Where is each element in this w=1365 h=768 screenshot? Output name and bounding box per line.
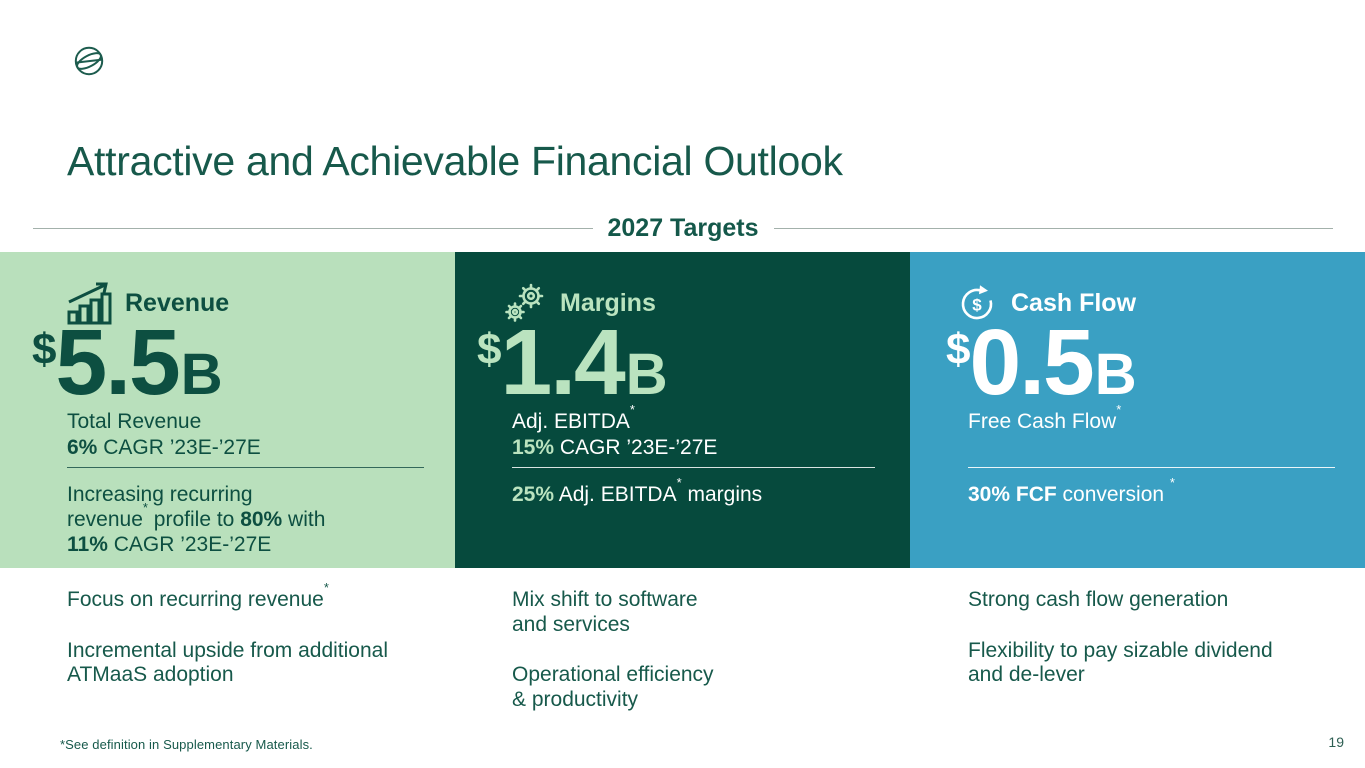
revenue-big-number: $5.5B <box>32 316 223 409</box>
bullet-mix-shift: Mix shift to software and services <box>512 588 698 636</box>
revenue-detail: Increasing recurring revenue* profile to… <box>67 482 325 557</box>
bullet-operational-efficiency: Operational efficiency & productivity <box>512 663 714 711</box>
bullet-incremental-upside: Incremental upside from additional ATMaa… <box>67 638 389 687</box>
panel-revenue-label: Revenue <box>125 288 230 317</box>
currency-sign: $ <box>477 325 502 374</box>
revenue-detail-line1: Increasing recurring <box>67 483 253 506</box>
panel-margins: Margins $1.4B Adj. EBITDA* 15% CAGR ’23E… <box>455 252 910 568</box>
margins-big-number: $1.4B <box>477 316 668 409</box>
cash-flow-detail: 30% FCF conversion * <box>968 475 1175 506</box>
big-unit: B <box>180 342 223 407</box>
heading-rule-right <box>773 227 1334 229</box>
currency-sign: $ <box>946 325 971 374</box>
revenue-detail-line2: revenue* profile to 80% with <box>67 500 326 531</box>
panel-cash-flow: $ Cash Flow $0.5B Free Cash Flow* 30% FC… <box>910 252 1365 568</box>
page-number: 19 <box>1328 734 1344 750</box>
asterisk: * <box>1116 402 1122 418</box>
globe-logo-icon <box>74 46 104 76</box>
cash-flow-subtext: Free Cash Flow* <box>968 402 1122 435</box>
cash-flow-sub-line1: Free Cash Flow* <box>968 402 1122 433</box>
section-heading: 2027 Targets <box>607 213 759 242</box>
bullet-strong-cash-flow: Strong cash flow generation <box>968 588 1229 611</box>
svg-text:$: $ <box>972 296 982 315</box>
footnote: *See definition in Supplementary Materia… <box>60 737 313 752</box>
panel-margins-label: Margins <box>560 288 656 317</box>
revenue-divider <box>67 467 424 468</box>
asterisk: * <box>323 580 329 596</box>
cash-flow-divider <box>968 467 1335 468</box>
margins-sub-line1: Adj. EBITDA* <box>512 402 635 433</box>
revenue-sub-line2: 6% CAGR ’23E-’27E <box>67 436 261 459</box>
bullet-focus-recurring-revenue: Focus on recurring revenue* <box>67 580 329 611</box>
bar-chart-growth-icon <box>67 282 112 325</box>
big-value: 0.5 <box>969 310 1094 414</box>
margins-subtext: Adj. EBITDA* 15% CAGR ’23E-’27E <box>512 402 718 461</box>
big-unit: B <box>625 342 668 407</box>
big-value: 1.4 <box>500 310 625 414</box>
metric-panels: Revenue $5.5B Total Revenue 6% CAGR ’23E… <box>0 252 1365 568</box>
bullet-dividend-delever: Flexibility to pay sizable dividend and … <box>968 638 1273 687</box>
asterisk: * <box>629 402 635 418</box>
asterisk: * <box>676 475 682 491</box>
bullets-cash-flow-column: Strong cash flow generation Flexibility … <box>968 588 1365 714</box>
currency-sign: $ <box>32 325 57 374</box>
big-value: 5.5 <box>55 310 180 414</box>
page-title: Attractive and Achievable Financial Outl… <box>67 138 843 184</box>
bullets-margins-column: Mix shift to software and services Opera… <box>512 588 942 738</box>
margins-divider <box>512 467 875 468</box>
asterisk: * <box>142 500 148 516</box>
section-heading-row: 2027 Targets <box>33 212 1334 244</box>
big-unit: B <box>1094 342 1137 407</box>
bullets-revenue-column: Focus on recurring revenue* Incremental … <box>67 580 497 714</box>
panel-margins-header: Margins <box>503 278 656 328</box>
revenue-subtext: Total Revenue 6% CAGR ’23E-’27E <box>67 409 261 461</box>
revenue-sub-line1: Total Revenue <box>67 410 202 433</box>
panel-revenue: Revenue $5.5B Total Revenue 6% CAGR ’23E… <box>0 252 455 568</box>
margins-detail: 25% Adj. EBITDA* margins <box>512 475 763 506</box>
panel-cash-flow-header: $ Cash Flow <box>958 278 1136 328</box>
cash-flow-big-number: $0.5B <box>946 316 1137 409</box>
asterisk: * <box>1169 475 1175 491</box>
gears-icon <box>505 283 544 322</box>
heading-rule-left <box>33 227 593 229</box>
cash-cycle-icon: $ <box>961 285 993 320</box>
margins-sub-line2: 15% CAGR ’23E-’27E <box>512 436 718 459</box>
panel-revenue-header: Revenue <box>66 278 229 328</box>
revenue-detail-line3: 11% CAGR ’23E-’27E <box>67 533 272 556</box>
panel-cash-flow-label: Cash Flow <box>1011 288 1137 317</box>
